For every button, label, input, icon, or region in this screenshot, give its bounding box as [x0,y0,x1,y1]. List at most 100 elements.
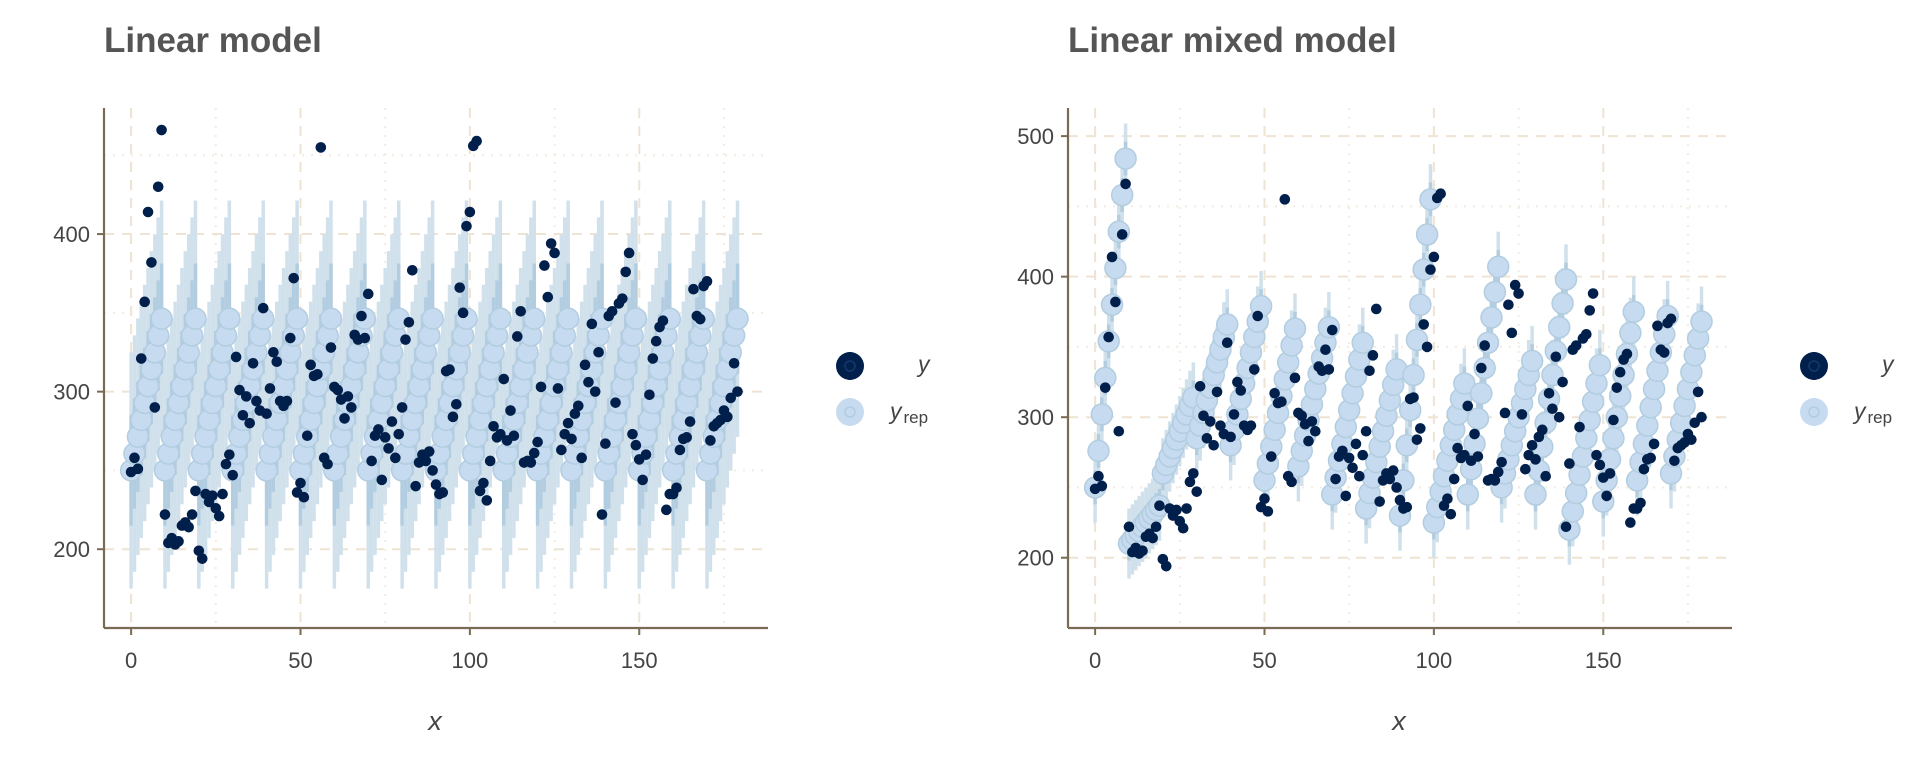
y-point [528,447,540,459]
y-point [1503,299,1514,311]
y-point [630,439,642,451]
legend-y-key [836,352,864,380]
y-point [1113,425,1125,437]
y-point [149,402,161,413]
y-point [1472,451,1484,462]
y-point [657,315,669,327]
y-point [1506,327,1518,339]
y-point [1658,347,1670,358]
y-point [1347,462,1358,474]
y-point [478,477,489,489]
y-point [379,432,391,443]
yrep-point [184,307,207,330]
y-point [1106,251,1118,263]
x-tick-label: 50 [288,648,312,673]
y-point [305,359,316,371]
y-point [1452,442,1463,454]
y-point [572,400,584,412]
y-tick-label: 300 [1017,405,1054,430]
yrep-point [1524,483,1547,506]
y-point [484,455,496,467]
y-point [1489,475,1501,486]
yrep-point [1602,427,1625,450]
y-point [1401,501,1413,513]
yrep-point [1547,315,1571,339]
y-point [1137,545,1148,557]
y-point [132,463,144,475]
y-point [240,391,252,402]
y-point [1614,366,1626,378]
y-point [1177,522,1189,534]
y-point [1574,421,1585,433]
y-point [562,417,574,429]
y-point [688,283,699,295]
y-point [301,430,313,442]
y-point [1103,331,1114,343]
y-point [437,487,449,498]
y-point [1526,439,1538,451]
y-point [600,438,611,449]
y-point [1310,425,1321,437]
y-point [620,266,632,278]
y-point [312,369,323,380]
y-point [1245,420,1257,431]
y-point [532,436,543,448]
y-point [566,433,577,445]
legend-yrep-key [1800,398,1828,426]
y-point [1425,264,1436,275]
y-point [464,206,476,218]
axis-ticks: 0 50 100 150 200 300 400 500 [1017,124,1621,673]
y-point [1387,465,1399,476]
yrep-point [1554,268,1578,291]
y-point [444,364,455,375]
y-point [1354,470,1365,482]
y-point [244,417,255,429]
y-point [156,124,167,136]
y-point [1320,344,1331,356]
y-point [383,443,394,454]
yrep-point [1453,372,1476,395]
y-point [1536,424,1548,436]
yrep-point [1571,445,1595,468]
y-point [135,353,147,364]
y-point [586,318,598,330]
y-point [373,424,384,435]
y-point [606,305,618,317]
y-point [1110,296,1121,308]
y-point [220,458,232,470]
y-point [498,373,510,385]
yrep-point [1351,331,1374,354]
y-point [342,391,354,402]
y-point [542,291,554,303]
y-point [1448,473,1460,485]
legend-y-label: y [1880,351,1895,377]
y-point [183,521,194,533]
y-point [647,353,659,364]
y-point [461,220,472,232]
y-point [362,288,374,300]
y-point [1265,451,1277,462]
y-point [420,455,432,467]
y-point [508,430,520,442]
y-point [583,376,594,388]
y-tick-label: 400 [1017,265,1054,290]
y-points [1089,178,1707,572]
y-point [1513,288,1524,299]
y-point [1123,521,1135,533]
yrep-point [489,307,512,330]
y-point [1116,229,1128,240]
grid [1068,108,1732,629]
y-point [1669,455,1680,467]
y-point [451,398,462,410]
x-tick-label: 100 [452,648,489,673]
y-point [1550,351,1562,363]
y-point [681,432,692,443]
y-point [288,272,300,284]
y-point [488,421,499,432]
yrep-point [1486,255,1510,279]
y-point [264,383,276,394]
y-point [247,357,259,369]
y-point [325,342,337,353]
y-point [644,389,655,401]
